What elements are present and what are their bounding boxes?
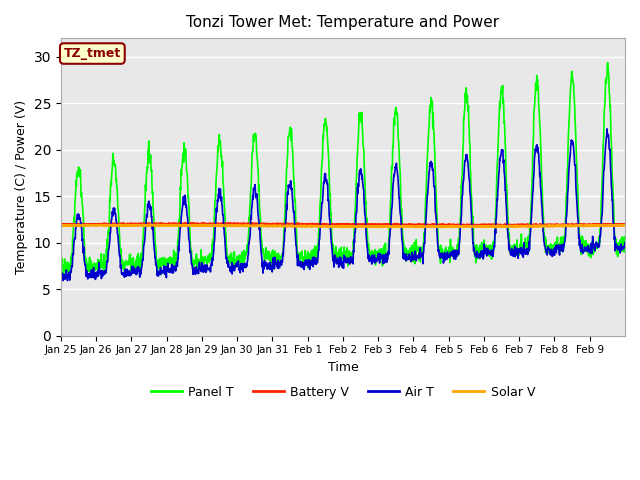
Air T — [559, 249, 567, 254]
Battery V — [614, 222, 622, 228]
Panel T — [318, 162, 326, 168]
Line: Panel T: Panel T — [61, 63, 625, 275]
Text: TZ_tmet: TZ_tmet — [64, 47, 121, 60]
Y-axis label: Temperature (C) / Power (V): Temperature (C) / Power (V) — [15, 100, 28, 274]
Solar V — [57, 222, 65, 228]
Panel T — [559, 241, 567, 247]
Line: Battery V: Battery V — [61, 223, 625, 226]
Air T — [57, 273, 65, 278]
Line: Solar V: Solar V — [61, 225, 625, 227]
Battery V — [471, 223, 479, 229]
Title: Tonzi Tower Met: Temperature and Power: Tonzi Tower Met: Temperature and Power — [186, 15, 499, 30]
Panel T — [157, 272, 164, 277]
Battery V — [57, 222, 65, 228]
Air T — [146, 201, 154, 207]
Line: Air T: Air T — [61, 129, 625, 281]
Battery V — [559, 222, 567, 228]
Solar V — [477, 224, 484, 229]
Panel T — [614, 242, 622, 248]
Solar V — [154, 222, 161, 228]
Solar V — [145, 223, 153, 228]
Battery V — [328, 221, 336, 227]
Air T — [318, 200, 326, 206]
Solar V — [559, 223, 567, 229]
X-axis label: Time: Time — [328, 361, 358, 374]
Battery V — [318, 222, 326, 228]
Panel T — [145, 153, 153, 158]
Battery V — [145, 221, 153, 227]
Battery V — [234, 220, 241, 226]
Solar V — [621, 222, 629, 228]
Air T — [328, 253, 336, 259]
Air T — [614, 243, 622, 249]
Panel T — [476, 242, 484, 248]
Air T — [63, 278, 71, 284]
Solar V — [328, 224, 336, 230]
Battery V — [477, 222, 484, 228]
Solar V — [318, 224, 326, 229]
Battery V — [621, 222, 629, 228]
Panel T — [328, 246, 336, 252]
Air T — [603, 126, 611, 132]
Panel T — [621, 248, 629, 254]
Solar V — [614, 223, 622, 228]
Panel T — [604, 60, 612, 66]
Air T — [476, 254, 484, 260]
Air T — [621, 240, 629, 245]
Solar V — [417, 224, 424, 230]
Legend: Panel T, Battery V, Air T, Solar V: Panel T, Battery V, Air T, Solar V — [146, 381, 540, 404]
Panel T — [57, 261, 65, 266]
